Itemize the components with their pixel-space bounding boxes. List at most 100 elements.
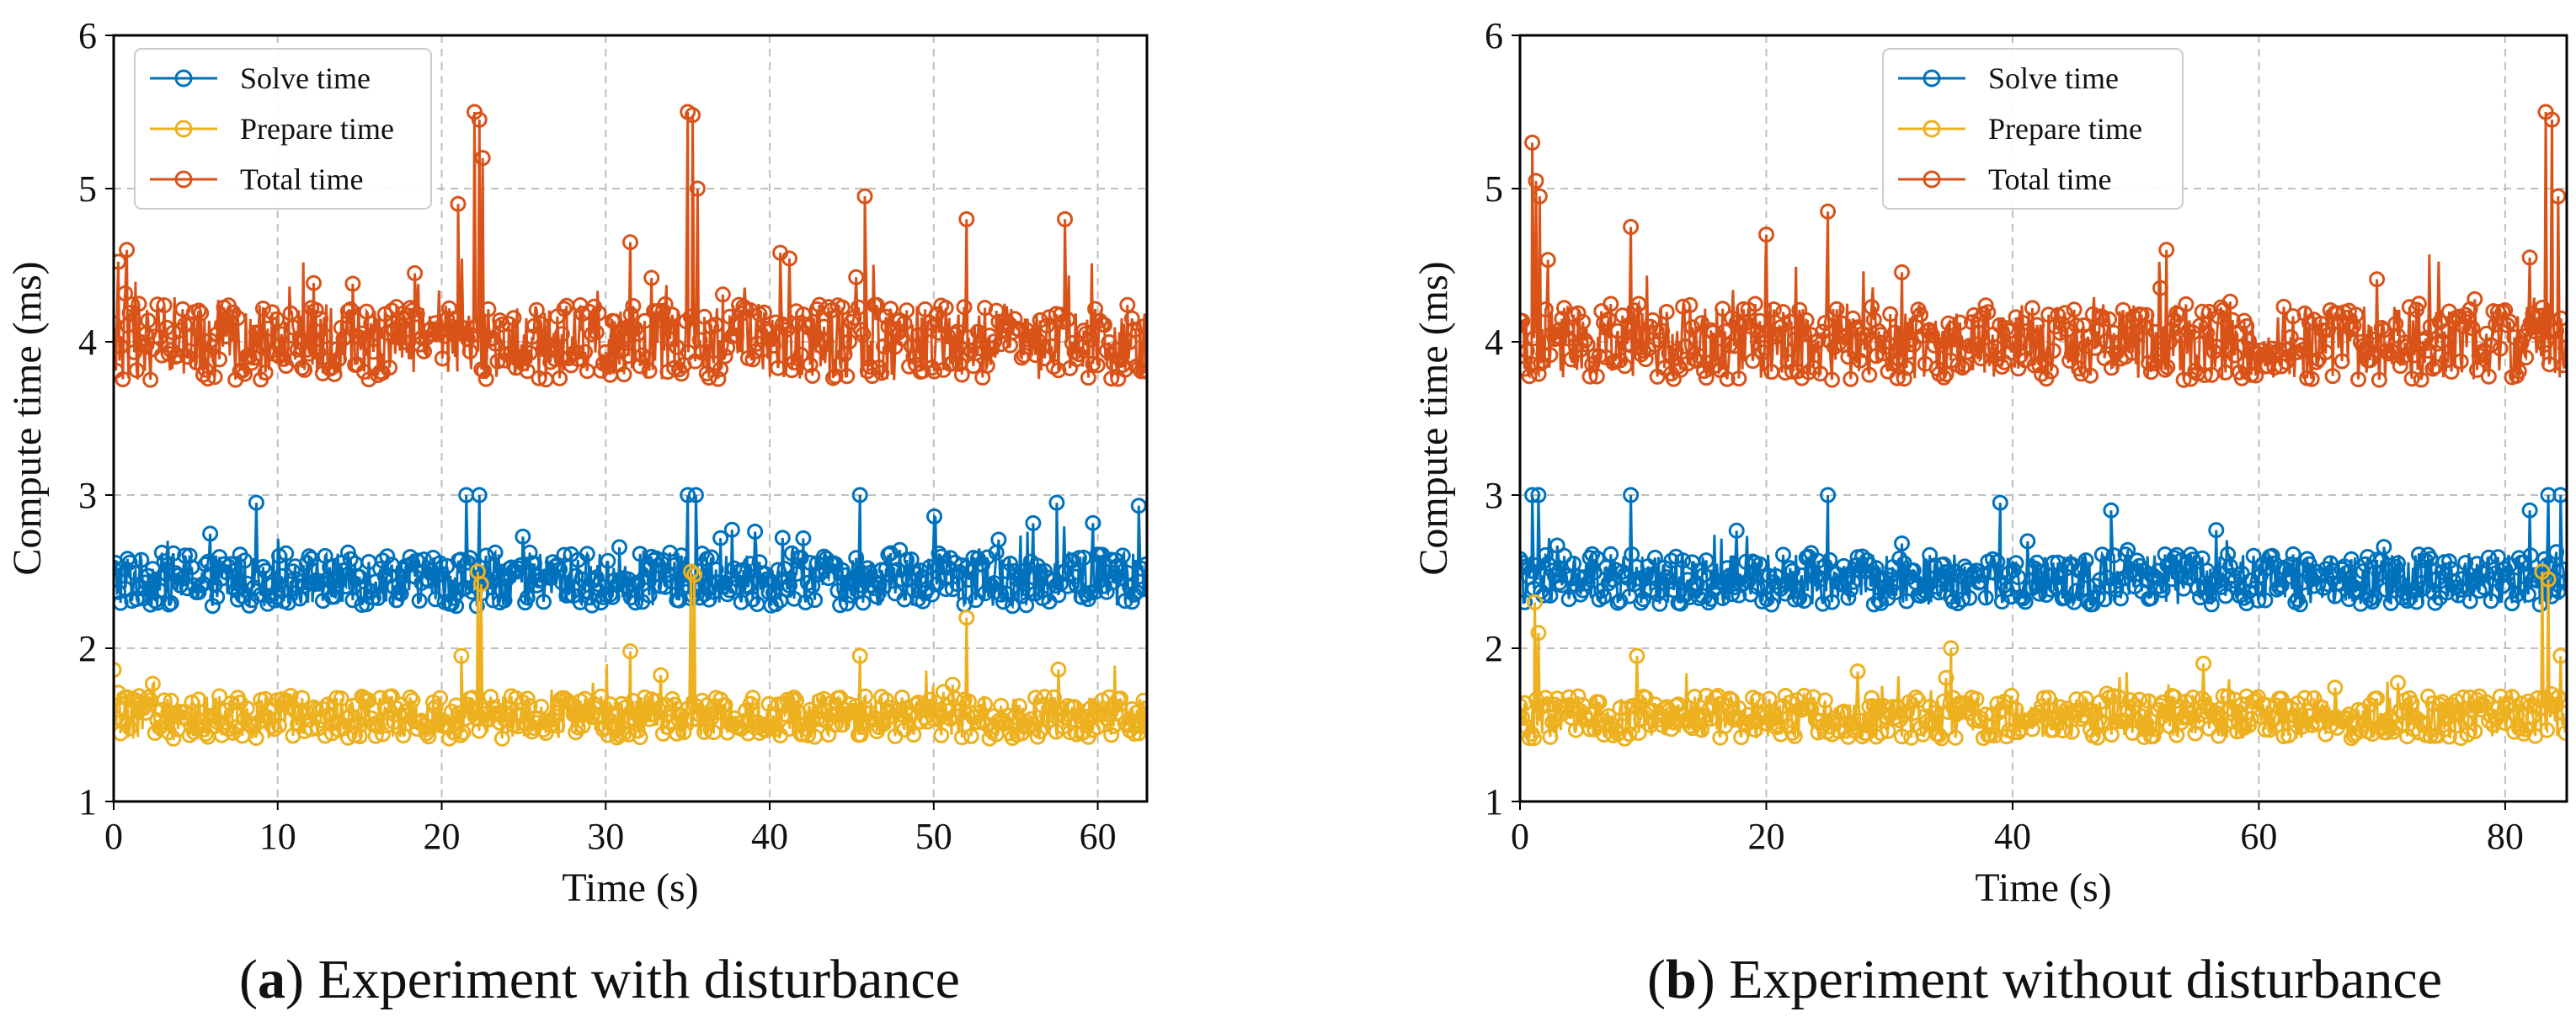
data-point — [1784, 725, 1800, 741]
data-point — [1520, 698, 1528, 714]
data-point — [797, 594, 814, 610]
data-point — [2331, 576, 2348, 592]
data-point — [1749, 578, 1766, 595]
data-point — [1570, 305, 1587, 322]
data-point — [128, 591, 145, 607]
data-point — [1600, 311, 1617, 327]
data-point — [816, 318, 832, 335]
data-point — [1824, 594, 1840, 610]
data-point — [2145, 355, 2162, 371]
data-point — [1050, 661, 1067, 678]
x-tick-label: 0 — [104, 816, 123, 857]
data-point — [1898, 703, 1915, 720]
data-point — [2366, 588, 2383, 605]
data-point — [696, 724, 712, 740]
data-point — [503, 559, 520, 576]
data-point — [2436, 323, 2453, 340]
data-point — [476, 363, 492, 380]
data-point — [625, 298, 642, 314]
data-point — [984, 340, 1000, 357]
data-point — [2056, 305, 2073, 322]
y-tick-label: 6 — [1485, 15, 1503, 56]
data-point — [958, 210, 975, 227]
data-point — [505, 310, 522, 327]
data-point — [1591, 694, 1608, 711]
data-point — [2520, 586, 2536, 603]
data-point — [360, 692, 377, 709]
data-point — [1763, 596, 1780, 613]
data-point — [1530, 487, 1547, 503]
data-point — [1000, 707, 1016, 724]
data-point — [834, 299, 851, 316]
data-point — [2333, 353, 2350, 370]
data-point — [250, 325, 267, 342]
data-point — [877, 561, 894, 578]
data-point — [2369, 690, 2386, 706]
data-point — [678, 313, 695, 329]
data-point — [1637, 351, 1654, 368]
data-point — [282, 688, 299, 704]
data-point — [392, 585, 409, 602]
data-point — [953, 366, 970, 383]
data-point — [648, 550, 664, 567]
data-point — [1812, 571, 1829, 588]
data-point — [988, 302, 1005, 319]
data-point — [643, 269, 660, 286]
data-point — [2273, 358, 2290, 375]
data-point — [1526, 330, 1543, 347]
data-point — [563, 695, 579, 712]
legend-entry: Prepare time — [1988, 112, 2142, 146]
data-point — [2413, 714, 2429, 730]
data-point — [310, 343, 327, 360]
data-point — [195, 575, 211, 592]
data-point — [2068, 317, 2085, 334]
data-point — [767, 596, 784, 613]
data-point — [2501, 313, 2518, 330]
data-point — [1101, 689, 1117, 706]
data-point — [2385, 576, 2402, 593]
data-point — [140, 689, 157, 706]
data-point — [2415, 716, 2432, 733]
data-point — [291, 330, 308, 346]
data-point — [979, 549, 995, 566]
data-point — [1870, 592, 1887, 609]
data-point — [209, 588, 226, 605]
data-point — [717, 697, 733, 714]
plot-frame — [112, 34, 1149, 803]
data-point — [1844, 310, 1861, 327]
data-point — [248, 494, 264, 511]
data-point — [972, 704, 989, 721]
data-point — [264, 718, 280, 735]
data-point — [509, 560, 526, 577]
data-point — [211, 351, 228, 368]
data-point — [1987, 727, 2003, 744]
data-point — [416, 551, 432, 568]
data-point — [944, 354, 961, 371]
data-point — [294, 690, 311, 706]
data-point — [1968, 336, 1985, 353]
series-total-time — [1520, 104, 2567, 388]
data-point — [2275, 298, 2292, 315]
data-point — [848, 698, 865, 714]
data-point — [1835, 703, 1852, 720]
data-point — [273, 326, 290, 343]
data-point — [588, 324, 605, 341]
data-point — [2056, 589, 2073, 606]
data-point — [133, 551, 150, 568]
data-point — [654, 302, 671, 319]
data-point — [1066, 568, 1083, 585]
data-point — [2317, 343, 2334, 360]
data-point — [2061, 352, 2078, 369]
data-point — [452, 727, 469, 743]
data-point — [1133, 560, 1147, 577]
data-point — [611, 539, 627, 556]
data-point — [850, 299, 867, 316]
data-point — [259, 321, 276, 337]
data-point — [2555, 705, 2567, 722]
data-point — [1114, 547, 1131, 564]
data-point — [1964, 314, 1980, 331]
data-point — [2345, 317, 2362, 334]
data-point — [1119, 296, 1136, 313]
data-point — [2017, 594, 2034, 610]
data-point — [986, 575, 1002, 592]
